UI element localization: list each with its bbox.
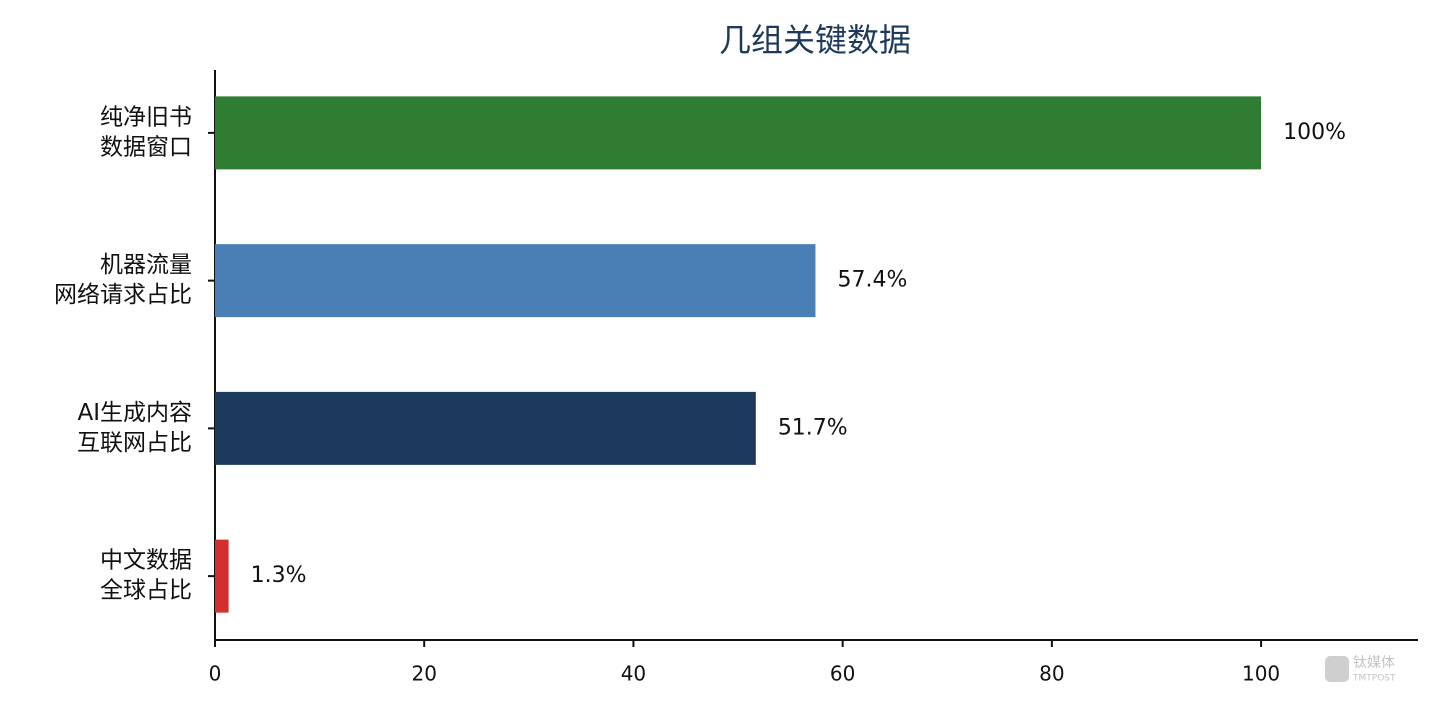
y-tick-label: AI生成内容 xyxy=(77,400,192,426)
value-label: 1.3% xyxy=(251,563,307,588)
y-tick-label: 中文数据 xyxy=(100,548,192,574)
value-label: 51.7% xyxy=(778,415,848,440)
x-tick-label: 0 xyxy=(209,662,222,686)
y-tick-label: 互联网占比 xyxy=(77,430,192,456)
y-tick-label: 网络请求占比 xyxy=(54,282,192,308)
x-tick-label: 60 xyxy=(830,662,855,686)
bar xyxy=(215,96,1262,170)
y-tick-label: 纯净旧书 xyxy=(100,104,192,130)
value-label: 100% xyxy=(1283,120,1346,145)
bar xyxy=(215,391,756,465)
chart-title: 几组关键数据 xyxy=(719,21,911,59)
watermark-brand: 钛媒体 xyxy=(1353,655,1395,671)
x-tick-label: 100 xyxy=(1242,662,1280,686)
y-tick-label: 数据窗口 xyxy=(100,134,192,160)
x-tick-label: 80 xyxy=(1039,662,1064,686)
watermark-sub: TMTPOST xyxy=(1352,674,1396,684)
y-tick-label: 全球占比 xyxy=(100,578,192,604)
x-tick-label: 40 xyxy=(621,662,646,686)
watermark: 钛媒体 TMTPOST xyxy=(1325,655,1396,684)
bar xyxy=(215,539,229,613)
value-label: 57.4% xyxy=(837,268,907,293)
watermark-icon xyxy=(1325,656,1349,682)
y-tick-label: 机器流量 xyxy=(100,252,192,278)
x-tick-label: 20 xyxy=(411,662,436,686)
bar xyxy=(215,244,816,318)
